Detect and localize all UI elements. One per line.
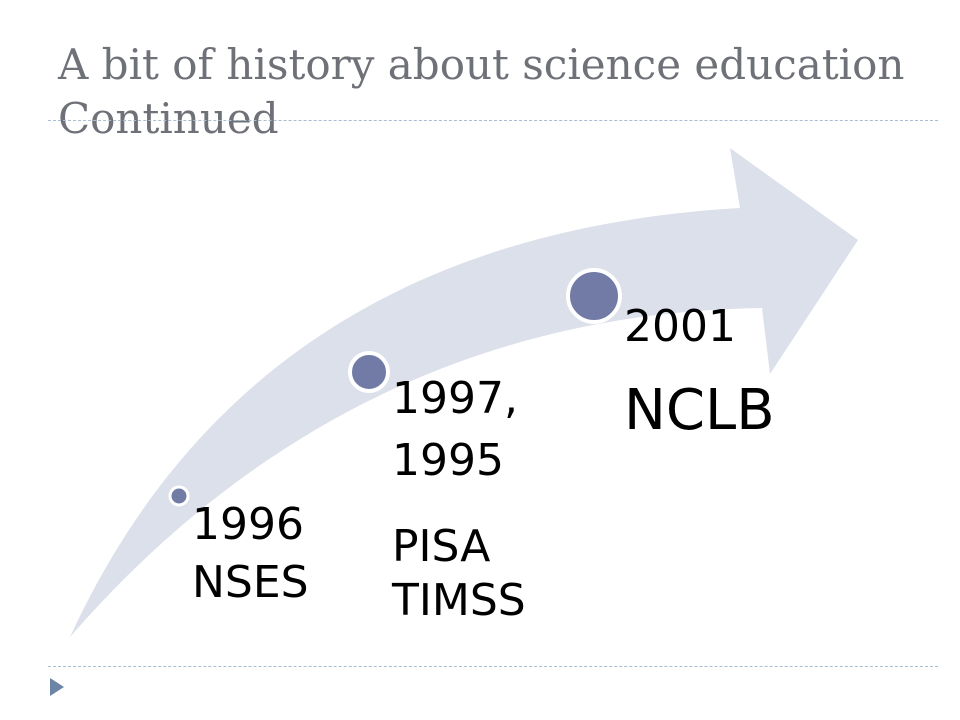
milestone-1997-event-line2: TIMSS (392, 575, 526, 626)
milestone-1996-year: 1996 (192, 499, 304, 550)
timeline-dot-1997 (348, 351, 390, 393)
milestone-2001-event: NCLB (624, 378, 775, 443)
curved-arrow-shape (70, 148, 858, 637)
slide-title: A bit of history about science education… (58, 38, 918, 146)
title-line-2: Continued (58, 94, 279, 143)
milestone-1997-event-line1: PISA (392, 521, 491, 572)
timeline-dot-2001 (566, 268, 622, 324)
milestone-1997-year-line2: 1995 (392, 435, 504, 486)
milestone-1997-year-line1: 1997, (392, 373, 518, 424)
triangle-bullet-icon (50, 678, 64, 696)
milestone-2001-year: 2001 (624, 301, 736, 352)
title-line-1: A bit of history about science education (58, 40, 905, 89)
timeline-dot-1996 (168, 485, 190, 507)
milestone-1996-event: NSES (192, 557, 309, 608)
title-divider (48, 120, 938, 121)
footer-divider (48, 666, 938, 667)
